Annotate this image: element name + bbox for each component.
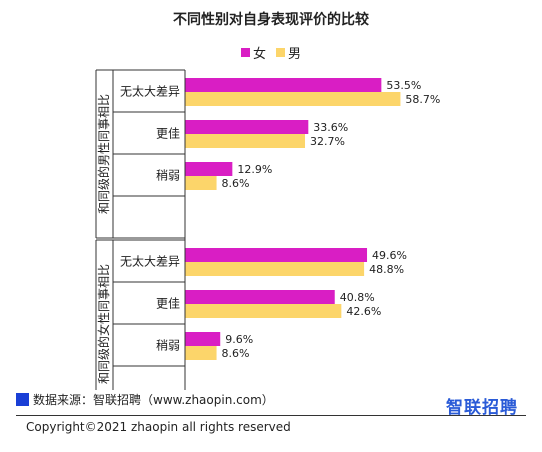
bar-male — [185, 262, 365, 276]
data-label: 58.7% — [405, 93, 440, 106]
bar-male — [185, 92, 401, 106]
bar-female — [185, 290, 335, 304]
bar-female — [185, 120, 309, 134]
data-label: 32.7% — [310, 135, 345, 148]
bar-female — [185, 248, 368, 262]
category-label: 更佳 — [156, 127, 180, 141]
bar-male — [185, 346, 217, 360]
category-label: 无太大差异 — [120, 84, 180, 99]
data-label: 49.6% — [372, 249, 407, 262]
source-marker-icon — [16, 393, 29, 406]
chart-title: 不同性别对自身表现评价的比较 — [173, 12, 369, 28]
data-label: 48.8% — [369, 263, 404, 276]
source-text: 数据来源：智联招聘（www.zhaopin.com） — [33, 393, 274, 407]
bar-female — [185, 332, 221, 346]
data-source: 数据来源：智联招聘（www.zhaopin.com） — [16, 391, 274, 408]
category-label: 无太大差异 — [120, 254, 180, 269]
data-label: 40.8% — [340, 291, 375, 304]
data-label: 33.6% — [313, 121, 348, 134]
data-label: 53.5% — [386, 79, 421, 92]
legend-swatch-female — [240, 48, 250, 57]
legend-swatch-male — [276, 48, 285, 57]
category-label: 更佳 — [156, 297, 180, 311]
data-label: 12.9% — [237, 163, 272, 176]
category-label: 稍弱 — [156, 169, 180, 183]
brand-logo: 智联招聘 — [446, 398, 518, 418]
category-label: 稍弱 — [156, 339, 180, 353]
legend-label-female: 女 — [252, 47, 266, 62]
bar-male — [185, 134, 306, 148]
data-label: 9.6% — [225, 333, 253, 346]
bar-male — [185, 304, 342, 318]
legend-item-female: 女 — [240, 43, 266, 62]
bar-female — [185, 162, 233, 176]
legend: 女 男 — [0, 43, 542, 62]
data-label: 8.6% — [222, 177, 250, 190]
data-label: 42.6% — [346, 305, 381, 318]
copyright-text: Copyright©2021 zhaopin all rights reserv… — [26, 420, 291, 434]
legend-label-male: 男 — [288, 47, 302, 62]
bar-female — [185, 78, 382, 92]
legend-item-male: 男 — [276, 43, 301, 62]
data-label: 8.6% — [222, 347, 250, 360]
group-label: 和同级的男性同事相比 — [96, 94, 111, 214]
group-label: 和同级的女性同事相比 — [96, 264, 111, 384]
footer-divider — [16, 415, 526, 416]
bar-male — [185, 176, 217, 190]
